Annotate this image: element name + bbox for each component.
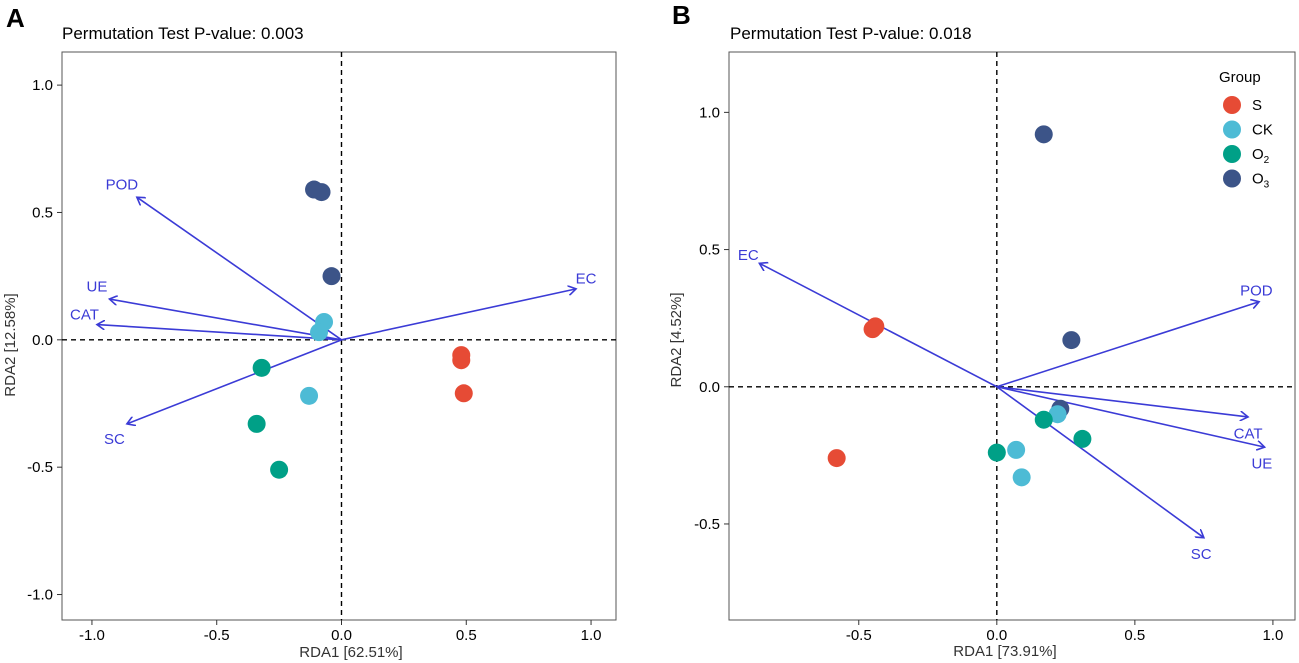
y-tick-label: 1.0 <box>699 104 720 121</box>
vector-arrow-ec <box>341 289 576 341</box>
legend-label-o3: O3 <box>1252 171 1270 191</box>
vector-label-sc: SC <box>1191 546 1212 563</box>
point-o3 <box>322 267 341 286</box>
point-s <box>827 449 846 468</box>
panel-b-ylabel: RDA2 [4.52%] <box>668 292 685 387</box>
legend-label-ck: CK <box>1252 122 1273 139</box>
panel-b-frame <box>728 51 1296 621</box>
point-o2 <box>987 443 1006 462</box>
panel-a-frame <box>61 51 617 621</box>
y-tick-label: -0.5 <box>694 516 720 533</box>
vector-arrow-cat <box>996 385 1248 417</box>
vector-arrow-pod <box>137 197 342 341</box>
x-tick-label: 0.5 <box>1124 627 1145 644</box>
legend-swatch-o2 <box>1223 145 1241 163</box>
panel-a-title: Permutation Test P-value: 0.003 <box>62 24 304 43</box>
point-ck <box>1012 468 1031 487</box>
panel-a-ylabel: RDA2 [12.58%] <box>2 293 19 396</box>
legend: Group S CK O2 O3 <box>1219 69 1273 191</box>
panel-b-title: Permutation Test P-value: 0.018 <box>730 24 972 43</box>
point-ck <box>1048 405 1067 424</box>
panel-b-xlabel: RDA1 [73.91%] <box>953 643 1056 660</box>
point-o3 <box>1062 331 1081 350</box>
point-ck <box>310 323 329 342</box>
legend-swatch-ck <box>1223 120 1241 139</box>
y-tick-label: 0.0 <box>699 379 720 396</box>
legend-swatch-o3 <box>1223 169 1241 188</box>
vector-label-ec: EC <box>576 271 597 288</box>
x-tick-label: -1.0 <box>79 627 105 644</box>
vector-label-ue: UE <box>87 278 108 295</box>
legend-label-o2: O2 <box>1252 146 1270 166</box>
legend-title: Group <box>1219 69 1261 86</box>
vector-label-pod: POD <box>106 176 139 193</box>
legend-swatch-s <box>1223 96 1241 114</box>
vector-label-pod: POD <box>1240 283 1273 300</box>
point-o2 <box>270 460 289 479</box>
vector-arrow-sc <box>127 339 342 424</box>
point-o2 <box>1073 429 1092 448</box>
x-tick-label: 0.5 <box>456 627 477 644</box>
point-o3 <box>312 183 331 202</box>
vector-label-ue: UE <box>1251 456 1272 473</box>
panel-b-letter: B <box>672 0 691 30</box>
y-tick-label: 0.5 <box>32 204 53 221</box>
point-ck <box>300 386 319 405</box>
vector-arrow-pod <box>996 302 1259 388</box>
point-o2 <box>1034 410 1053 429</box>
y-tick-label: 0.0 <box>32 332 53 349</box>
panel-b-plot: -0.5 0.0 0.5 1.0 -0.5 0.0 0.5 1.0 EC POD CAT UE SC <box>694 51 1296 644</box>
x-tick-label: -0.5 <box>204 627 230 644</box>
point-o3 <box>1034 125 1053 144</box>
vector-arrow-cat <box>97 325 342 341</box>
point-o2 <box>252 358 271 377</box>
point-ck <box>1007 440 1026 459</box>
vector-label-cat: CAT <box>70 306 99 323</box>
x-tick-label: 1.0 <box>1262 627 1283 644</box>
x-tick-label: 1.0 <box>581 627 602 644</box>
vector-label-ec: EC <box>738 247 759 264</box>
x-tick-label: 0.0 <box>986 627 1007 644</box>
vector-arrow-ue <box>109 299 342 341</box>
point-s <box>454 384 473 403</box>
point-s <box>452 351 471 370</box>
vector-label-cat: CAT <box>1234 425 1263 442</box>
x-tick-label: 0.0 <box>331 627 352 644</box>
y-tick-label: -1.0 <box>27 587 53 604</box>
y-tick-label: -0.5 <box>27 459 53 476</box>
vector-arrow-ue <box>996 385 1265 447</box>
x-tick-label: -0.5 <box>846 627 872 644</box>
y-tick-label: 1.0 <box>32 77 53 94</box>
legend-label-s: S <box>1252 97 1262 114</box>
y-tick-label: 0.5 <box>699 242 720 259</box>
panel-a-xlabel: RDA1 [62.51%] <box>299 644 402 661</box>
vector-label-sc: SC <box>104 431 125 448</box>
vector-arrow-sc <box>996 386 1204 538</box>
panel-a-letter: A <box>6 3 25 33</box>
point-o2 <box>247 414 266 433</box>
panel-a-plot: -1.0 -0.5 0.0 0.5 1.0 -1.0 -0.5 0.0 0.5 1.0 POD UE C… <box>27 51 617 644</box>
point-s <box>863 320 882 339</box>
